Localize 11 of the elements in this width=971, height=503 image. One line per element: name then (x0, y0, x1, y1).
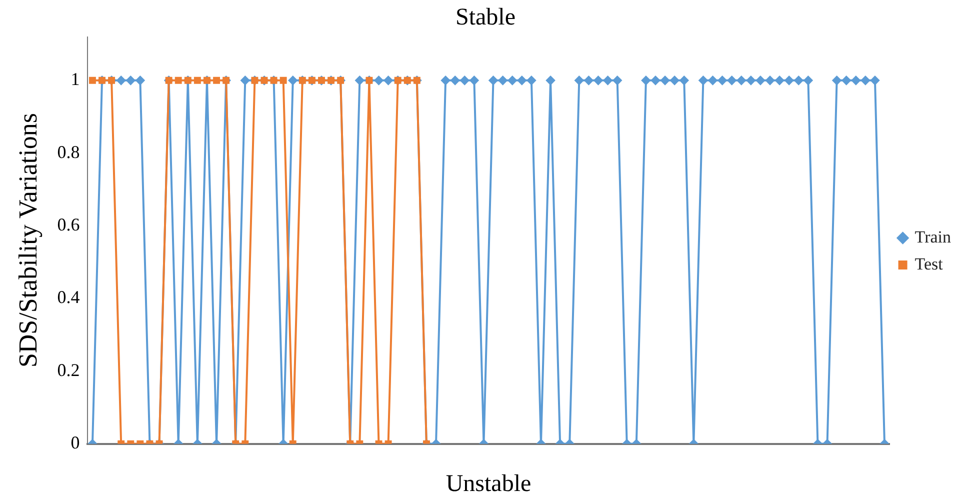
y-axis-title: SDS/Stability Variations (13, 113, 42, 368)
y-tick-label: 0 (70, 432, 80, 453)
y-tick-label: 1 (70, 69, 80, 90)
y-tick-label: 0.2 (57, 360, 80, 380)
y-tick-label: 0.4 (57, 287, 80, 308)
legend-label: Test (914, 254, 944, 274)
chart-title: Stable (456, 4, 516, 31)
y-tick-label: 0.6 (57, 214, 80, 234)
legend-label: Train (914, 227, 952, 246)
x-axis-title: Unstable (446, 470, 532, 497)
y-tick-label: 0.8 (57, 142, 80, 162)
